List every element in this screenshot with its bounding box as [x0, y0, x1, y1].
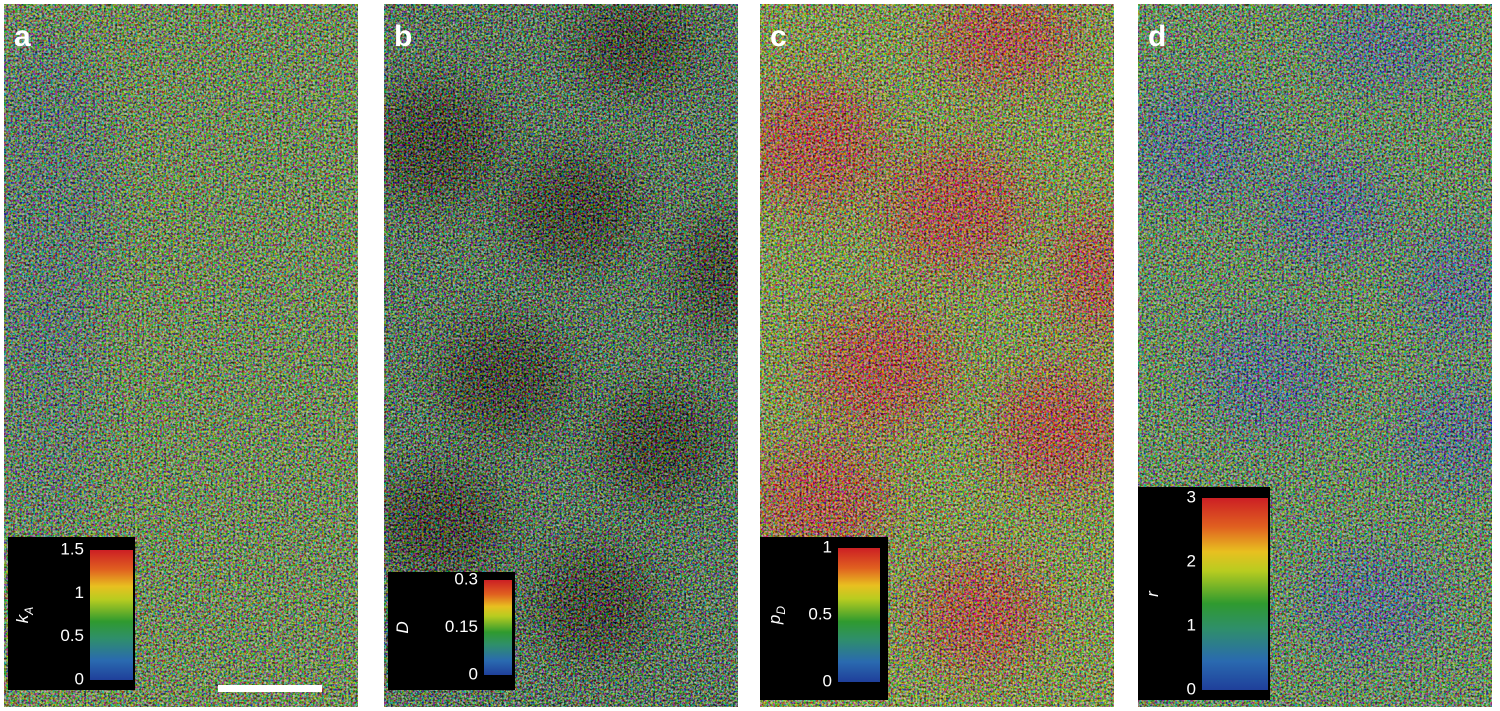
- colorbar-tick-label: 0.15: [445, 617, 478, 636]
- panel: c 0 0.5 1 pD: [760, 4, 1114, 707]
- colorbar-label: D: [393, 621, 412, 633]
- colorbar-tick-label: 0: [1187, 679, 1196, 698]
- colorbar: [90, 550, 133, 680]
- panel: a 0 0.5 1 1.5 kA: [4, 4, 358, 707]
- image-map: [760, 4, 1114, 707]
- colorbar-tick-label: 0.5: [60, 626, 84, 645]
- colorbar-label: pD: [765, 606, 788, 625]
- colorbar: [1202, 498, 1268, 690]
- colorbar-tick-label: 2: [1187, 551, 1196, 570]
- colorbar-label-main: k: [13, 613, 32, 623]
- colorbar-tick-label: 0: [75, 669, 84, 688]
- colorbar-tick-label: 0.3: [454, 569, 478, 588]
- colorbar-tick-label: 1: [75, 583, 84, 602]
- colorbar-tick-label: 0.5: [808, 604, 832, 623]
- colorbar-label-main: D: [393, 621, 412, 633]
- panel-label: c: [770, 20, 787, 53]
- colorbar-tick-label: 3: [1187, 487, 1196, 506]
- panel: d 0 1 2 3 r: [1138, 4, 1492, 707]
- scale-bar: [218, 685, 322, 692]
- colorbar: [484, 580, 512, 675]
- colorbar-label: r: [1143, 590, 1162, 597]
- panel-label: d: [1148, 20, 1166, 53]
- colorbar: [838, 548, 880, 682]
- colorbar-label-main: r: [1143, 590, 1162, 597]
- colorbar-tick-label: 1: [823, 537, 832, 556]
- colorbar-tick-label: 0: [823, 671, 832, 690]
- image-map: [384, 4, 738, 707]
- panel-label: a: [14, 20, 31, 53]
- colorbar-label-sub: A: [22, 607, 36, 616]
- colorbar-label: kA: [13, 607, 36, 624]
- colorbar-tick-label: 0: [469, 664, 478, 683]
- colorbar-label-sub: D: [774, 606, 788, 615]
- colorbar-tick-label: 1: [1187, 615, 1196, 634]
- panel: b 0 0.15 0.3 D: [384, 4, 738, 707]
- colorbar-label-main: p: [765, 615, 784, 625]
- panel-label: b: [394, 20, 412, 53]
- colorbar-tick-label: 1.5: [60, 539, 84, 558]
